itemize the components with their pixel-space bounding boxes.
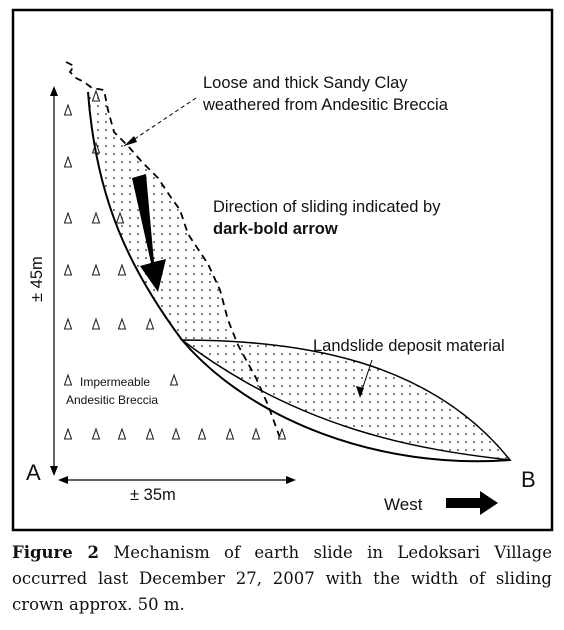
slip-surface	[87, 91, 511, 463]
direction-note-line2: dark-bold arrow	[213, 220, 338, 238]
point-b-label: B	[521, 467, 536, 492]
breccia-triangle	[63, 263, 73, 276]
breccia-triangle	[91, 89, 101, 102]
breccia-triangle	[63, 155, 73, 168]
point-a-label: A	[26, 460, 41, 485]
width-dimension-right-arrow	[286, 476, 296, 484]
breccia-triangle	[277, 427, 287, 440]
clay-leader-line	[123, 97, 197, 147]
diagram-frame	[11, 8, 554, 532]
clay-leader-arrowhead	[124, 136, 137, 146]
deposit-leader-arrowhead	[356, 386, 364, 398]
breccia-triangle	[117, 427, 127, 440]
breccia-triangle	[145, 317, 155, 330]
breccia-triangle	[91, 317, 101, 330]
caption-text: Mechanism of earth slide in Ledoksari Vi…	[12, 543, 552, 614]
original-surface	[65, 61, 281, 439]
breccia-triangle	[91, 427, 101, 440]
breccia-triangle	[251, 427, 261, 440]
breccia-triangle	[169, 373, 179, 386]
breccia-triangle	[197, 427, 207, 440]
breccia-triangle	[63, 211, 73, 224]
height-dimension-bottom-arrow	[50, 466, 58, 476]
height-dimension-top-arrow	[50, 86, 58, 96]
west-label: West	[384, 495, 423, 514]
breccia-triangle	[171, 427, 181, 440]
breccia-triangle	[117, 317, 127, 330]
clay-note-line1: Loose and thick Sandy Clay	[203, 74, 408, 92]
direction-note-line1: Direction of sliding indicated by	[213, 198, 441, 216]
breccia-triangle	[115, 211, 125, 224]
sliding-direction-arrow	[132, 174, 166, 292]
breccia-triangle	[91, 263, 101, 276]
breccia-triangle	[91, 211, 101, 224]
breccia-triangle	[91, 141, 101, 154]
breccia-triangle	[225, 427, 235, 440]
west-arrow	[446, 491, 498, 515]
breccia-triangle	[63, 427, 73, 440]
caption-label: Figure 2	[12, 543, 100, 562]
breccia-triangle	[63, 373, 73, 386]
figure-caption: Figure 2 Mechanism of earth slide in Led…	[12, 540, 552, 618]
rock-label-line2: Andesitic Breccia	[66, 393, 158, 407]
height-label: ± 45m	[28, 256, 46, 302]
deposit-label: Landslide deposit material	[313, 337, 505, 355]
rock-label-line1: Impermeable	[80, 375, 150, 389]
clay-note-line2: weathered from Andesitic Breccia	[202, 96, 449, 114]
breccia-triangles	[63, 89, 287, 440]
width-label: ± 35m	[130, 486, 176, 504]
breccia-triangle	[63, 103, 73, 116]
breccia-triangle	[145, 427, 155, 440]
breccia-triangle	[63, 317, 73, 330]
width-dimension-left-arrow	[58, 476, 68, 484]
breccia-triangle	[117, 263, 127, 276]
sandy-clay-layer	[88, 92, 232, 344]
